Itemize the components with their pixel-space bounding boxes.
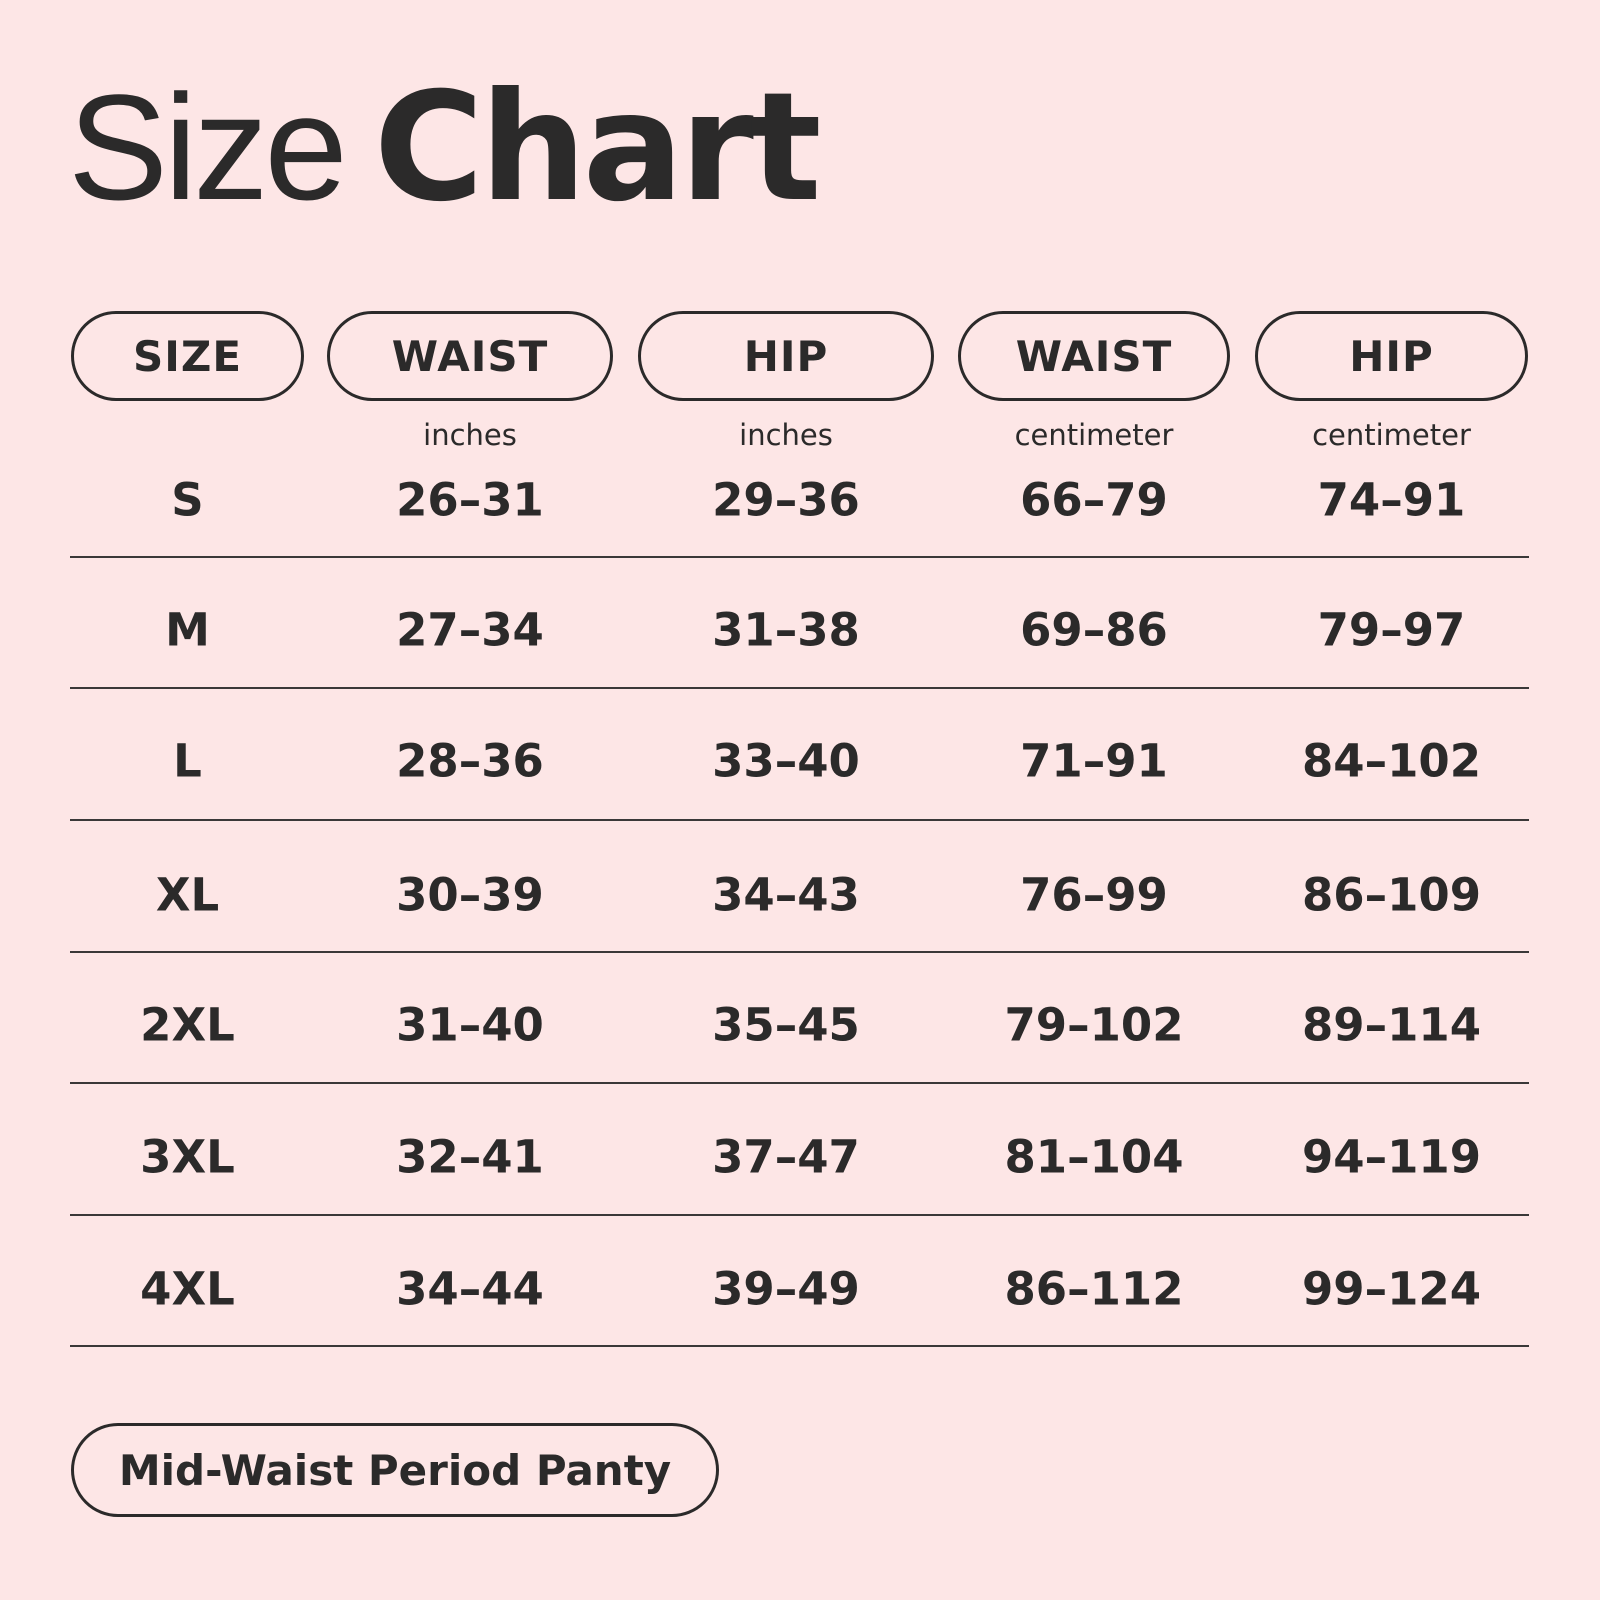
measurement-cell: 89–114 xyxy=(1301,998,1482,1052)
measurement-cell: 27–34 xyxy=(396,603,544,657)
measurement-cell: 29–36 xyxy=(712,473,860,527)
row-divider xyxy=(70,1345,1529,1347)
size-label: XL xyxy=(155,868,220,922)
row-divider xyxy=(70,1082,1529,1084)
measurement-cell: 31–38 xyxy=(712,603,860,657)
measurement-cell: 86–109 xyxy=(1301,868,1482,922)
column-header-waist: WAIST xyxy=(327,311,613,401)
measurement-cell: 31–40 xyxy=(396,998,544,1052)
measurement-cell: 81–104 xyxy=(1004,1130,1184,1184)
column-unit: centimeter xyxy=(1312,418,1471,452)
measurement-cell: 34–43 xyxy=(712,868,860,922)
row-divider xyxy=(70,1214,1529,1216)
measurement-cell: 74–91 xyxy=(1317,473,1466,527)
measurement-cell: 71–91 xyxy=(1020,734,1168,788)
measurement-cell: 39–49 xyxy=(712,1262,860,1316)
size-label: L xyxy=(173,734,202,788)
column-header-waist: WAIST xyxy=(958,311,1230,401)
measurement-cell: 99–124 xyxy=(1301,1262,1482,1316)
measurement-cell: 32–41 xyxy=(396,1130,544,1184)
measurement-cell: 30–39 xyxy=(396,868,544,922)
measurement-cell: 84–102 xyxy=(1301,734,1482,788)
measurement-cell: 86–112 xyxy=(1004,1262,1184,1316)
measurement-cell: 34–44 xyxy=(396,1262,544,1316)
title-bold: Chart xyxy=(373,61,822,235)
measurement-cell: 26–31 xyxy=(396,473,544,527)
measurement-cell: 33–40 xyxy=(712,734,860,788)
column-unit: inches xyxy=(423,418,517,452)
size-label: S xyxy=(171,473,204,527)
title-light: Size xyxy=(68,63,348,231)
size-label: 2XL xyxy=(140,998,235,1052)
row-divider xyxy=(70,819,1529,821)
measurement-cell: 69–86 xyxy=(1020,603,1168,657)
measurement-cell: 28–36 xyxy=(396,734,544,788)
column-header-size: SIZE xyxy=(71,311,304,401)
row-divider xyxy=(70,951,1529,953)
column-header-hip: HIP xyxy=(638,311,934,401)
measurement-cell: 35–45 xyxy=(712,998,860,1052)
measurement-cell: 66–79 xyxy=(1020,473,1168,527)
measurement-cell: 79–102 xyxy=(1004,998,1184,1052)
measurement-cell: 37–47 xyxy=(712,1130,860,1184)
column-header-hip: HIP xyxy=(1255,311,1528,401)
measurement-cell: 76–99 xyxy=(1020,868,1168,922)
product-name-badge: Mid-Waist Period Panty xyxy=(71,1423,719,1517)
size-label: 3XL xyxy=(140,1130,235,1184)
size-label: 4XL xyxy=(140,1262,235,1316)
row-divider xyxy=(70,687,1529,689)
size-label: M xyxy=(165,603,210,657)
measurement-cell: 94–119 xyxy=(1301,1130,1482,1184)
column-unit: inches xyxy=(739,418,833,452)
row-divider xyxy=(70,556,1529,558)
measurement-cell: 79–97 xyxy=(1317,603,1466,657)
column-unit: centimeter xyxy=(1014,418,1174,452)
page-title: Size Chart xyxy=(68,72,822,223)
